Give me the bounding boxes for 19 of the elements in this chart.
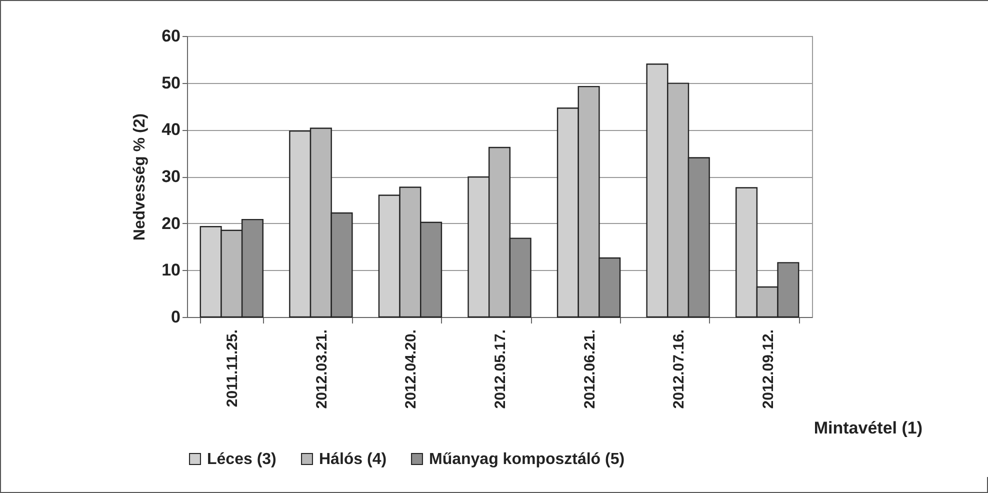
x-tick-label: 2012.04.20. — [402, 330, 420, 409]
y-tick-label: 30 — [162, 167, 180, 186]
x-tick-label: 2012.05.17. — [492, 330, 509, 409]
x-tick-label: 2012.06.21. — [581, 330, 598, 409]
x-tick-label: 2012.07.16. — [670, 330, 688, 409]
legend-label: Hálós (4) — [319, 451, 387, 468]
x-tick-label: 2011.11.25. — [224, 330, 242, 408]
x-tick-label: 2012.09.12. — [760, 330, 777, 409]
y-tick-label: 60 — [162, 26, 180, 46]
x-axis-title: Mintavétel (1) — [814, 418, 922, 438]
y-tick-label: 40 — [162, 120, 180, 140]
y-tick-label: 0 — [171, 308, 180, 326]
legend-label: Műanyag komposztáló (5) — [429, 451, 625, 468]
y-tick-label: 10 — [162, 260, 180, 280]
y-axis-title: Nedvesség % (2) — [132, 113, 149, 241]
legend-label: Léces (3) — [207, 451, 276, 468]
y-tick-label: 50 — [162, 73, 180, 92]
x-tick-label: 2012.03.21. — [313, 330, 330, 409]
y-tick-label: 20 — [162, 214, 180, 233]
